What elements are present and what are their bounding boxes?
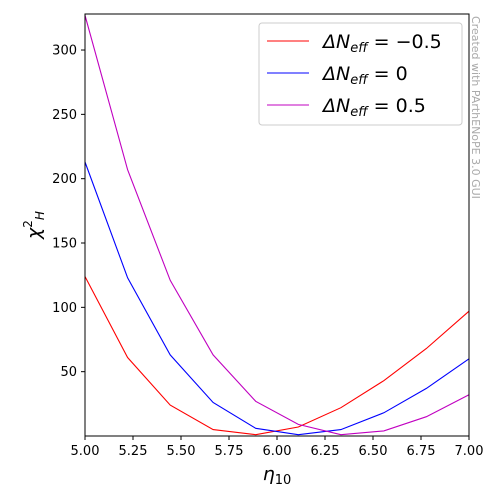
series-line-3 [84,15,470,436]
watermark: Created with PArthENoPE 3.0 GUI [469,16,482,199]
y-tick-label: 300 [52,44,77,59]
x-tick-label: 6.25 [311,444,340,459]
y-tick-label: 100 [52,301,77,316]
x-tick-label: 6.50 [359,444,388,459]
x-tick-label: 7.00 [455,444,484,459]
series-line-2 [84,161,470,436]
y-axis-label-subscript: H [33,211,47,220]
legend: ΔNeff = −0.5 ΔNeff = 0 ΔNeff = 0.5 [258,22,463,126]
x-tick-label: 5.75 [215,444,244,459]
x-tick-label: 6.75 [407,444,436,459]
y-tick-label: 50 [60,365,77,380]
y-axis: 50 100 150 200 250 300 [52,44,85,380]
y-axis-label: χ2H [21,211,47,240]
x-tick-label: 5.00 [71,444,100,459]
x-axis-label: η10 [263,463,292,488]
x-tick-label: 6.00 [263,444,292,459]
x-tick-label: 5.50 [167,444,196,459]
x-axis-label-subscript: 10 [275,473,292,488]
y-tick-label: 250 [52,108,77,123]
y-tick-label: 150 [52,237,77,252]
x-axis: 5.00 5.25 5.50 5.75 6.00 6.25 6.50 6.75 7.00 [71,436,484,459]
y-axis-label-superscript: 2 [21,220,35,228]
legend-label-2: ΔNeff = 0 [321,63,408,88]
series-layer [84,15,470,436]
x-tick-label: 5.25 [119,444,148,459]
series-line-1 [84,276,470,436]
legend-label-1: ΔNeff = −0.5 [321,31,442,56]
legend-box [258,22,463,126]
y-tick-label: 200 [52,172,77,187]
legend-label-3: ΔNeff = 0.5 [321,95,426,120]
